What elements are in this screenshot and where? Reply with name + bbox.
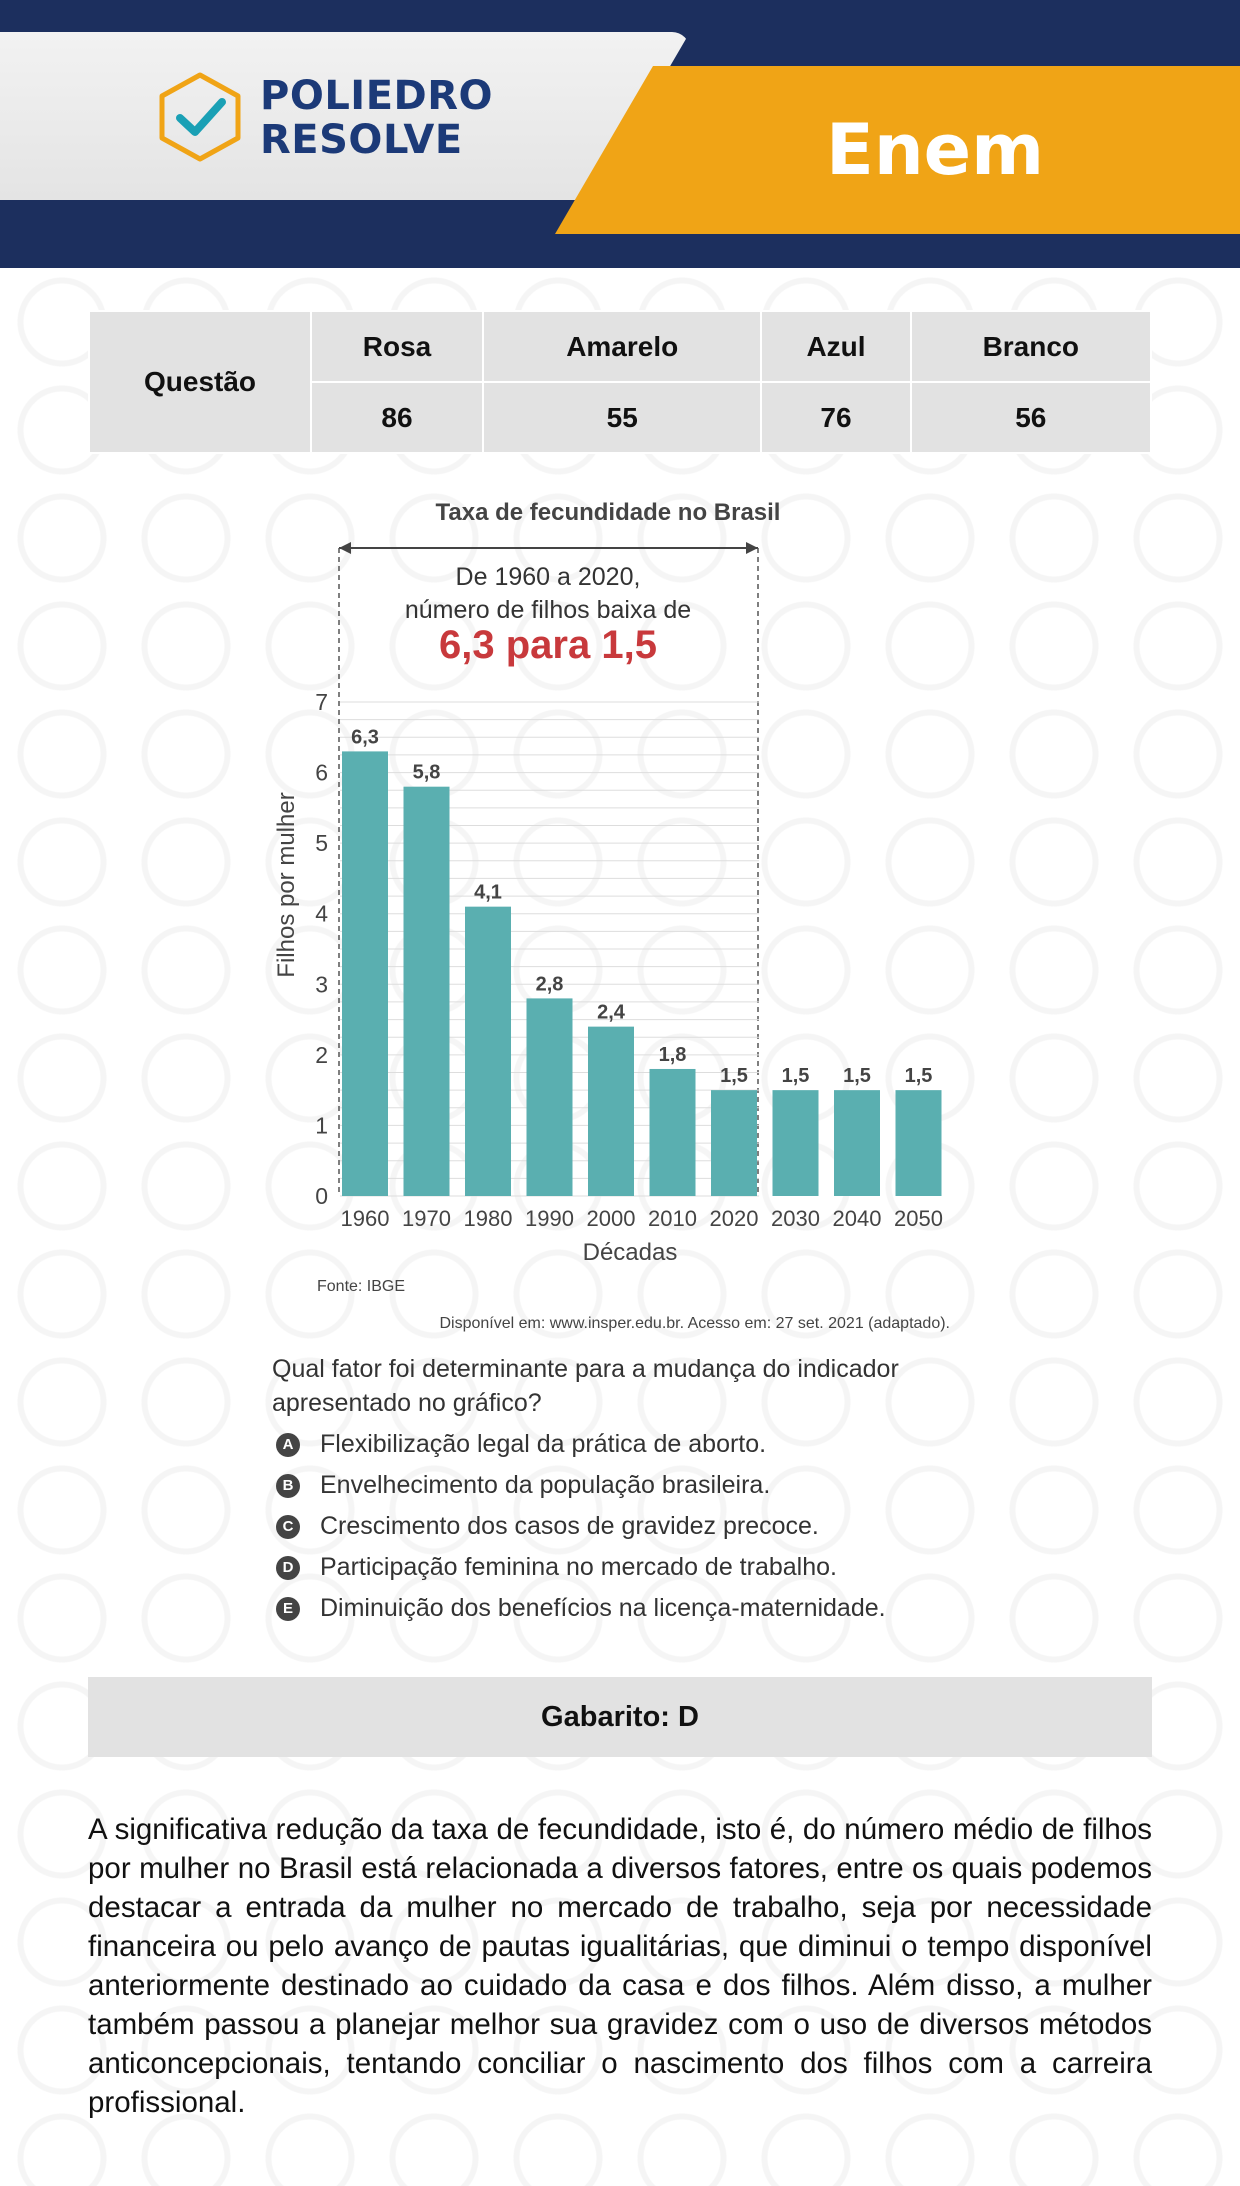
option-text: Flexibilização legal da prática de abort… [320, 1430, 767, 1458]
exam-title: Enem [826, 109, 1045, 191]
x-tick-label: 1990 [525, 1206, 574, 1231]
option-text: Crescimento dos casos de gravidez precoc… [320, 1512, 819, 1540]
bar [342, 751, 388, 1196]
y-tick-label: 3 [315, 971, 328, 997]
chart-annotation-line2: número de filhos baixa de [405, 596, 691, 624]
option-c[interactable]: C Crescimento dos casos de gravidez preco… [276, 1506, 886, 1547]
y-tick-label: 2 [315, 1042, 328, 1068]
logo-line2: RESOLVE [260, 117, 463, 163]
explanation-text: A significativa redução da taxa de fecun… [88, 1813, 1152, 2119]
bar [772, 1090, 819, 1196]
option-letter-badge: B [276, 1473, 300, 1498]
x-tick-label: 2040 [833, 1206, 882, 1231]
table-header-amarelo: Amarelo [482, 310, 763, 383]
y-tick-label: 5 [315, 830, 328, 856]
header-white-band [0, 32, 690, 200]
bar-value-label: 6,3 [351, 726, 379, 748]
bracket-arrow-left [339, 542, 351, 554]
bar [711, 1090, 757, 1196]
table-cell-branco: 56 [909, 381, 1153, 454]
bar [588, 1026, 634, 1196]
bar [403, 786, 450, 1196]
logo-check-icon [159, 72, 241, 162]
bar [834, 1090, 880, 1196]
answer-key: Gabarito: D [88, 1677, 1152, 1757]
y-tick-label: 4 [315, 901, 328, 927]
header-orange-band [555, 66, 1240, 234]
option-b[interactable]: B Envelhecimento da população brasileira. [276, 1465, 886, 1506]
table-cell-azul: 76 [760, 381, 912, 454]
chart-source: Fonte: IBGE [317, 1278, 405, 1295]
x-tick-label: 2050 [894, 1206, 943, 1231]
bar-value-label: 1,8 [659, 1044, 687, 1066]
bar-value-label: 2,8 [536, 973, 564, 995]
chart-y-ticks: 0 1 2 3 4 5 6 7 [315, 689, 328, 1209]
option-d[interactable]: D Participação feminina no mercado de tra… [276, 1547, 886, 1588]
option-text: Envelhecimento da população brasileira. [320, 1471, 771, 1499]
y-tick-label: 0 [315, 1183, 328, 1209]
option-letter-badge: C [276, 1514, 300, 1539]
bar [465, 906, 511, 1196]
option-letter-badge: E [276, 1596, 300, 1621]
logo-line1: POLIEDRO [260, 73, 494, 119]
bar-value-label: 1,5 [782, 1065, 810, 1087]
answer-options: A Flexibilização legal da prática de abor… [276, 1424, 886, 1629]
option-e[interactable]: E Diminuição dos benefícios na licença-ma… [276, 1588, 886, 1629]
y-tick-label: 7 [315, 689, 328, 715]
header-banner: POLIEDRO RESOLVE Enem [0, 0, 1240, 268]
option-letter-badge: A [276, 1432, 300, 1457]
bar-value-label: 1,5 [843, 1065, 871, 1087]
x-tick-label: 1980 [464, 1206, 513, 1231]
x-tick-label: 1960 [341, 1206, 390, 1231]
logo-wordmark: POLIEDRO RESOLVE [260, 74, 493, 162]
chart-title: Taxa de fecundidade no Brasil [436, 499, 781, 526]
option-text: Diminuição dos benefícios na licença-mat… [320, 1594, 886, 1622]
x-tick-label: 2020 [710, 1206, 759, 1231]
x-tick-label: 1970 [402, 1206, 451, 1231]
bar [895, 1090, 942, 1196]
y-tick-label: 1 [315, 1112, 328, 1138]
x-tick-label: 2030 [771, 1206, 820, 1231]
question-text: Qual fator foi determinante para a mudan… [272, 1355, 899, 1417]
chart-annotation-line1: De 1960 a 2020, [456, 563, 641, 591]
table-header-branco: Branco [909, 310, 1153, 383]
option-text: Participação feminina no mercado de trab… [320, 1553, 837, 1581]
bracket-arrow-right [746, 542, 758, 554]
table-header-rosa: Rosa [309, 310, 485, 383]
bar-value-label: 2,4 [597, 1002, 626, 1024]
y-tick-label: 6 [315, 760, 328, 786]
bar-value-label: 1,5 [905, 1065, 933, 1087]
chart-x-ticks: 1960 1970 1980 1990 2000 2010 2020 2030 2040 2050 [341, 1206, 943, 1231]
bar [649, 1068, 696, 1196]
bar [526, 998, 573, 1196]
option-a[interactable]: A Flexibilização legal da prática de abor… [276, 1424, 886, 1465]
table-row-label: Questão [88, 310, 312, 454]
question-number-table: Questão Rosa Amarelo Azul Branco 86 55 7… [88, 310, 1153, 454]
table-cell-amarelo: 55 [482, 381, 763, 454]
chart-annotation-highlight: 6,3 para 1,5 [439, 623, 657, 667]
chart-y-axis-label: Filhos por mulher [273, 792, 300, 977]
bar-value-label: 1,5 [720, 1065, 748, 1087]
bar-value-label: 4,1 [474, 882, 502, 904]
table-header-azul: Azul [760, 310, 912, 383]
chart-bars: 6,3 5,8 4,1 2,8 2,4 1,8 1,5 1,5 1,5 1,5 [342, 726, 942, 1196]
chart-x-axis-label: Décadas [583, 1239, 678, 1266]
table-cell-rosa: 86 [309, 381, 485, 454]
chart-credit: Disponível em: www.insper.edu.br. Acesso… [439, 1315, 950, 1332]
x-tick-label: 2000 [587, 1206, 636, 1231]
x-tick-label: 2010 [648, 1206, 697, 1231]
bar-value-label: 5,8 [413, 762, 441, 784]
option-letter-badge: D [276, 1555, 300, 1580]
fertility-chart: Taxa de fecundidade no Brasil De 1960 a … [273, 499, 950, 1332]
chart-range-bracket [338, 542, 759, 1196]
